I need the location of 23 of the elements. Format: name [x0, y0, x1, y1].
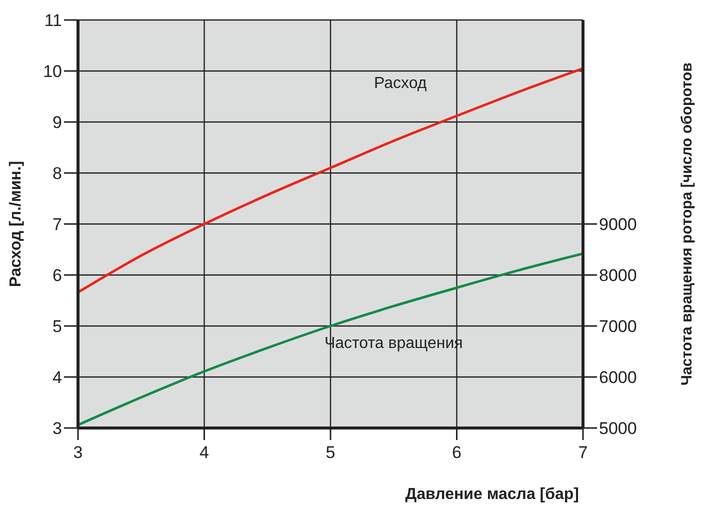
y-tick-label: 11: [44, 11, 62, 30]
y-tick-label: 5: [52, 317, 62, 336]
x-axis-title: Давление масла [бар]: [405, 486, 579, 503]
x-tick-label: 3: [73, 443, 83, 462]
y2-tick-label: 8000: [599, 266, 637, 286]
y-tick-label: 10: [43, 62, 62, 82]
y-tick-label: 4: [52, 368, 62, 388]
x-tick-label: 5: [326, 443, 336, 462]
y-tick-label: 9: [52, 113, 62, 132]
y-tick-label: 8: [52, 164, 62, 184]
y2-tick-label: 6000: [599, 368, 637, 388]
x-tick-label: 4: [200, 443, 209, 462]
y2-axis-title: Частота вращения ротора [число оборотов: [678, 62, 696, 386]
x-tick-label: 6: [452, 443, 462, 462]
x-tick-label: 7: [578, 443, 588, 462]
y2-tick-label: 7000: [599, 317, 637, 336]
text: Расход: [374, 74, 428, 92]
y2-tick-label: 9000: [599, 215, 637, 234]
y-tick-label: 7: [52, 215, 62, 234]
y-tick-label: 3: [52, 419, 62, 438]
y-tick-label: 6: [52, 266, 62, 286]
y-axis-title: Расход [л./мин.]: [8, 160, 25, 288]
y2-tick-label: 5000: [599, 419, 637, 438]
